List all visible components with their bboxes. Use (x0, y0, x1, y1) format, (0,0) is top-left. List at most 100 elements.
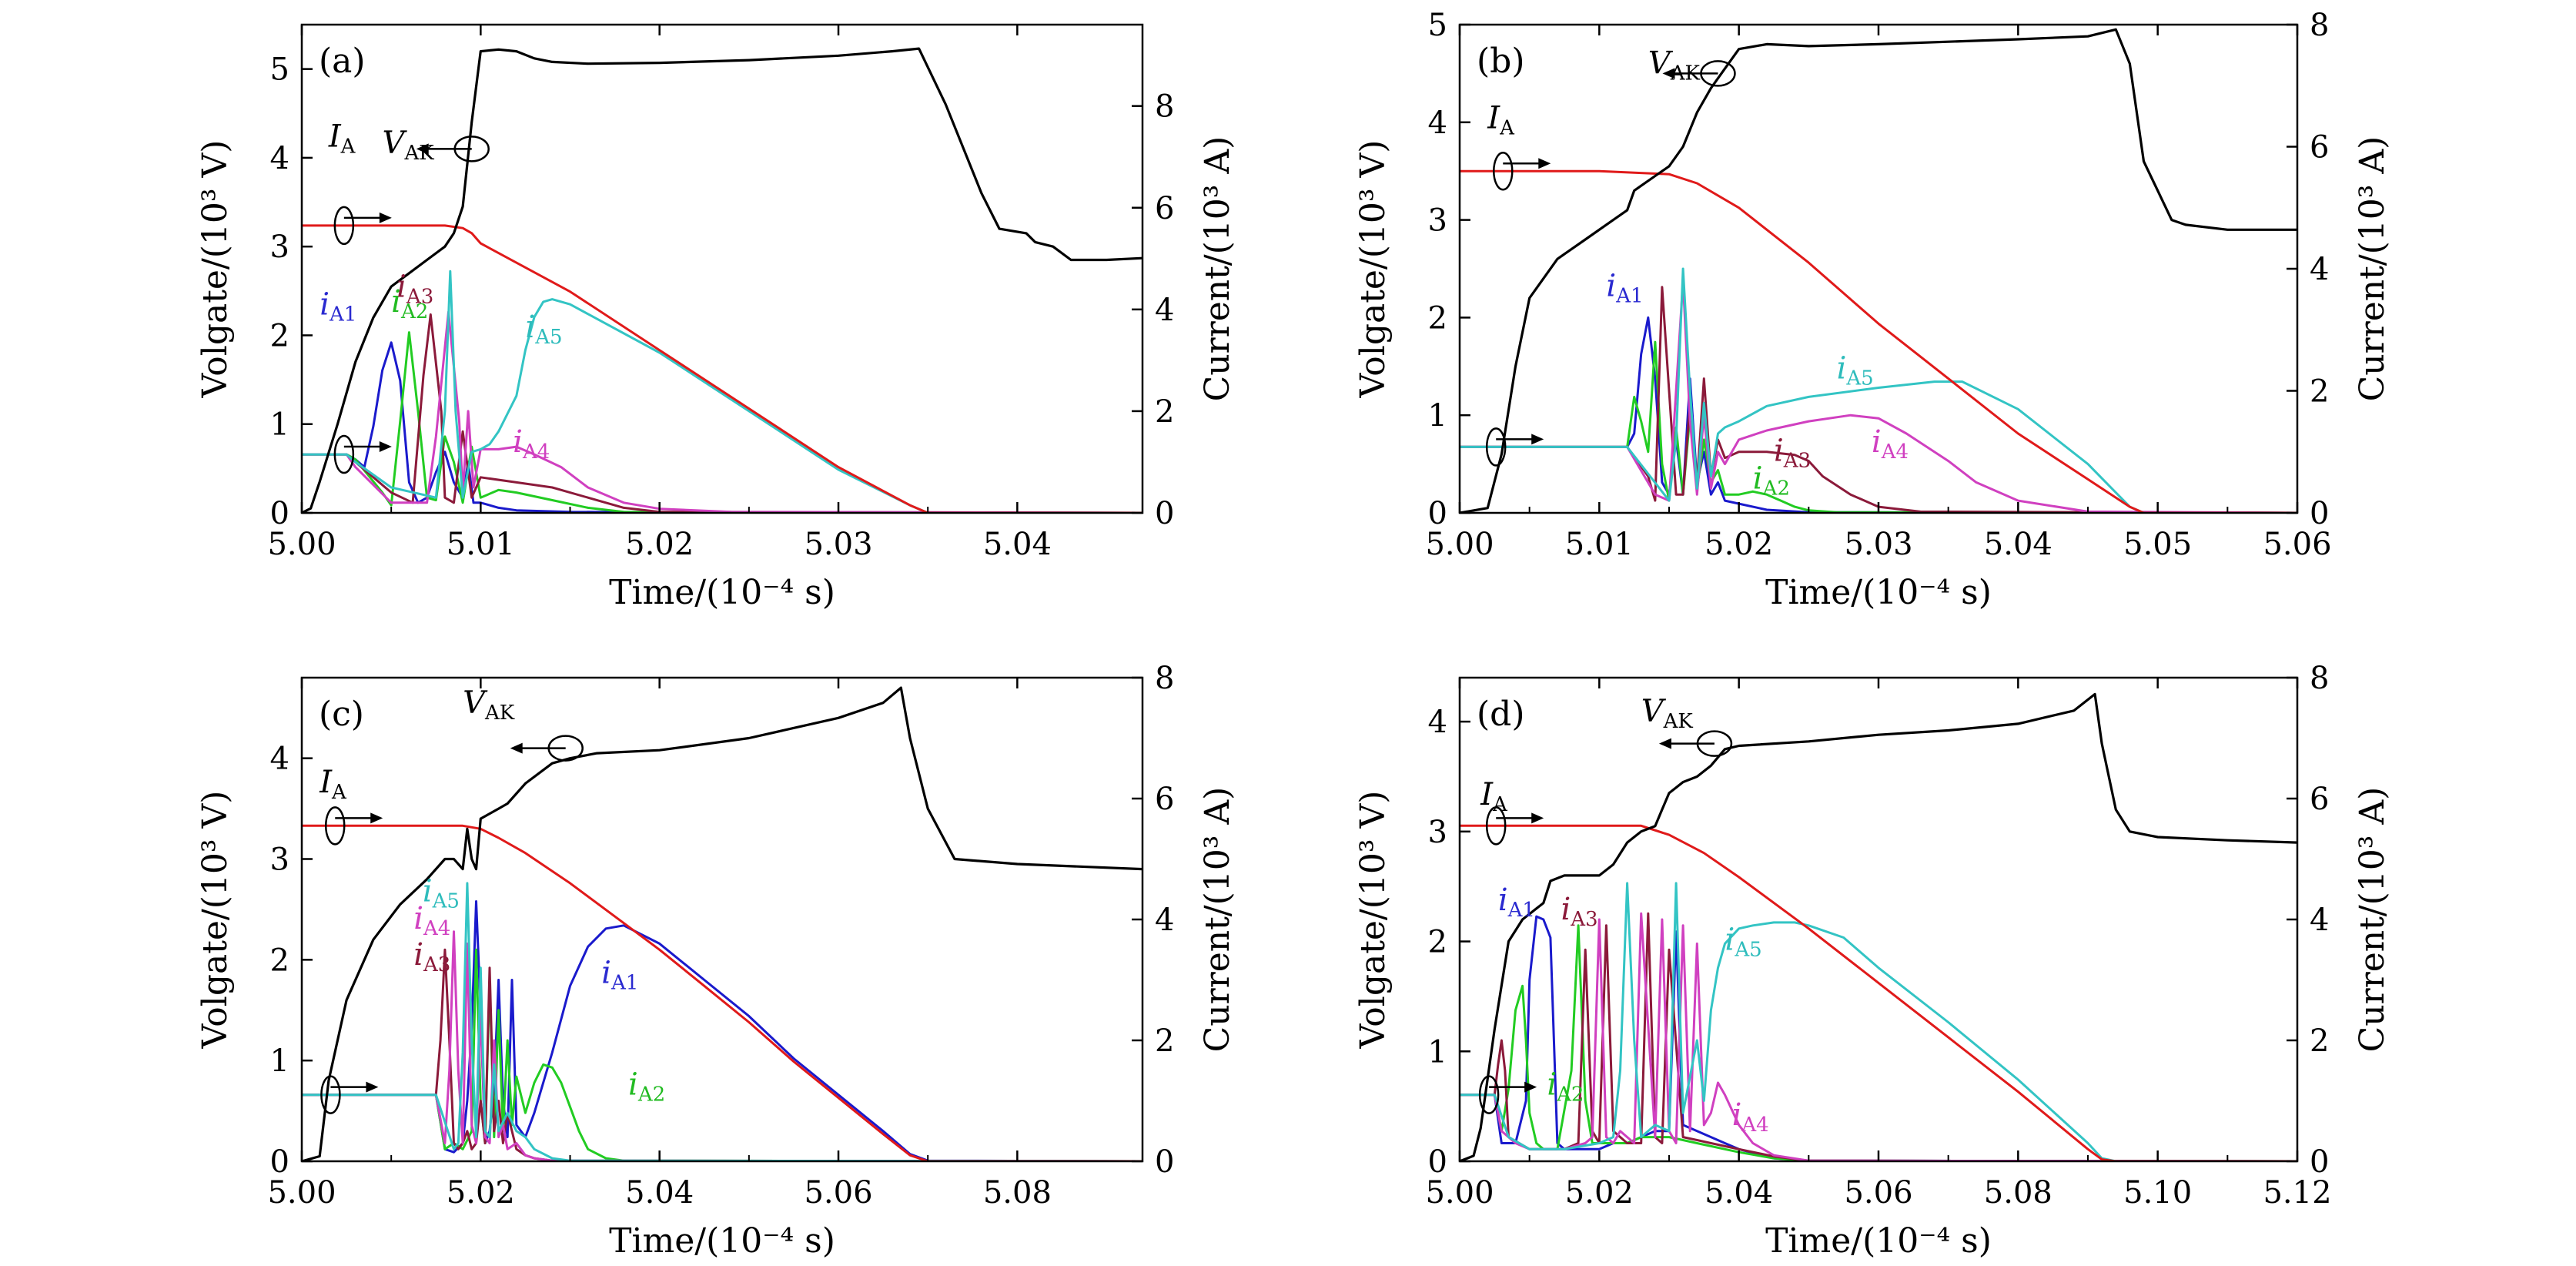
ia-axis-marker (324, 806, 346, 846)
y-right-tick-label: 2 (2310, 374, 2329, 410)
series-line-i-a (1460, 824, 2297, 1161)
x-tick-label: 5.02 (447, 1175, 515, 1211)
series-line-i-a (302, 824, 1142, 1161)
x-tick-label: 5.01 (447, 527, 515, 562)
y-right-tick-label: 0 (1155, 1144, 1174, 1180)
x-tick-label: 5.06 (2263, 527, 2331, 562)
branch-current-axis-marker (320, 1075, 341, 1114)
y-left-tick-label: 0 (1428, 496, 1447, 531)
y-right-tick-label: 0 (2310, 496, 2329, 531)
vak-label: VAK (1641, 694, 1694, 733)
series-line-v-ak (302, 686, 1142, 1161)
y-left-tick-label: 1 (270, 1043, 289, 1079)
y-left-tick-label: 4 (1428, 106, 1447, 141)
series-line-i-a2 (1460, 924, 2297, 1161)
panel-label: (d) (1477, 695, 1525, 734)
y-right-tick-label: 0 (1155, 496, 1174, 531)
x-tick-label: 5.08 (983, 1175, 1052, 1211)
x-tick-label: 5.04 (1984, 527, 2052, 562)
y-right-tick-label: 4 (1155, 903, 1174, 938)
x-tick-label: 5.05 (2123, 527, 2192, 562)
vak-arrowhead (416, 143, 429, 155)
y-left-tick-label: 3 (1428, 815, 1447, 850)
y-right-tick-label: 2 (2310, 1023, 2329, 1059)
x-axis-label: Time/(10⁻⁴ s) (609, 573, 835, 612)
x-tick-label: 5.02 (625, 527, 694, 562)
panel-c: 5.00 5.02 5.04 5.06 5.08 0 1 2 3 4 0 2 4 6 8 Time/(10⁻⁴… (196, 661, 1237, 1261)
y-right-tick-label: 0 (2310, 1144, 2329, 1180)
label-i-a5: iA5 (423, 873, 460, 913)
label-i-a3: iA3 (1774, 434, 1811, 473)
y-right-tick-label: 6 (2310, 130, 2329, 166)
label-i-a1: iA1 (1606, 269, 1643, 308)
branch-current-axis-marker (1478, 1075, 1500, 1114)
series-line-i-a3 (302, 948, 1142, 1161)
label-i-a2: iA2 (1753, 461, 1790, 500)
ia-axis-marker (1493, 151, 1514, 191)
label-i-a4: iA4 (1732, 1097, 1769, 1137)
series-line-i-a (1460, 169, 2297, 513)
branch-current-arrowhead (379, 441, 392, 453)
y-right-tick-label: 4 (2310, 252, 2329, 287)
y-right-axis-label: Current/(10³ A) (2353, 136, 2392, 402)
vak-arrowhead (1658, 738, 1671, 749)
series-line-i-a3 (1460, 286, 2297, 513)
series-line-i-a1 (302, 341, 1142, 513)
series-line-i-a2 (302, 948, 1142, 1161)
vak-label: VAK (1648, 45, 1701, 85)
series-group (1460, 692, 2297, 1161)
panel-b: 5.00 5.01 5.02 5.03 5.04 5.05 5.0601234502468T… (1353, 8, 2392, 612)
label-i-a2: iA2 (1547, 1067, 1584, 1107)
ia-label: IA (1480, 777, 1508, 816)
y-right-tick-label: 2 (1155, 394, 1174, 430)
label-i-a4: iA4 (1872, 424, 1909, 464)
x-tick-label: 5.00 (1425, 1175, 1494, 1211)
y-right-tick-label: 6 (1155, 191, 1174, 226)
x-tick-label: 5.01 (1565, 527, 1634, 562)
series-line-i-a1 (1460, 316, 2297, 513)
x-axis-label: Time/(10⁻⁴ s) (1765, 1221, 1992, 1261)
y-right-tick-label: 4 (2310, 903, 2329, 938)
x-tick-label: 5.06 (804, 1175, 872, 1211)
series-group (302, 686, 1142, 1161)
ia-axis-marker (1485, 806, 1507, 846)
x-tick-label: 5.12 (2263, 1175, 2331, 1211)
label-i-a3: iA3 (1561, 892, 1597, 931)
label-i-a5: iA5 (1725, 922, 1762, 961)
label-i-a3: iA3 (396, 269, 433, 308)
vak-arrowhead (510, 742, 523, 754)
y-right-tick-label: 4 (1155, 293, 1174, 328)
y-left-tick-label: 2 (270, 943, 289, 978)
y-left-tick-label: 2 (1428, 300, 1447, 336)
x-tick-label: 5.03 (804, 527, 872, 562)
y-right-tick-label: 2 (1155, 1023, 1174, 1059)
x-tick-label: 5.10 (2123, 1175, 2192, 1211)
branch-current-arrowhead (366, 1081, 379, 1093)
branch-current-axis-marker (333, 434, 355, 474)
series-line-v-ak (1460, 28, 2297, 513)
panel-label: (a) (319, 42, 366, 81)
ia-label: IA (328, 119, 356, 159)
vak-arrowhead (1662, 68, 1675, 79)
series-line-i-a3 (302, 313, 1142, 513)
label-i-a1: iA1 (319, 286, 356, 326)
series-line-i-a3 (1460, 912, 2297, 1161)
plot-frame (300, 23, 1144, 514)
panel-label: (b) (1477, 42, 1525, 81)
series-line-i-a2 (302, 331, 1142, 513)
y-left-tick-label: 3 (270, 842, 289, 878)
vak-label: VAK (463, 685, 515, 725)
y-left-tick-label: 1 (1428, 1034, 1447, 1070)
y-left-axis-label: Volgate/(10³ V) (1353, 791, 1393, 1050)
y-right-tick-label: 8 (2310, 661, 2329, 696)
ia-axis-marker (333, 206, 355, 246)
panel-d: 5.00 5.02 5.04 5.06 5.08 5.10 5.120123402468Ti… (1353, 661, 2392, 1261)
x-tick-label: 5.03 (1844, 527, 1912, 562)
series-line-i-a5 (1460, 882, 2297, 1161)
y-left-tick-label: 4 (1428, 705, 1447, 740)
y-left-tick-label: 4 (270, 141, 289, 176)
series-line-i-a4 (1460, 280, 2297, 513)
y-left-tick-label: 3 (1428, 203, 1447, 239)
x-tick-label: 5.02 (1565, 1175, 1634, 1211)
y-left-tick-label: 0 (1428, 1144, 1447, 1180)
